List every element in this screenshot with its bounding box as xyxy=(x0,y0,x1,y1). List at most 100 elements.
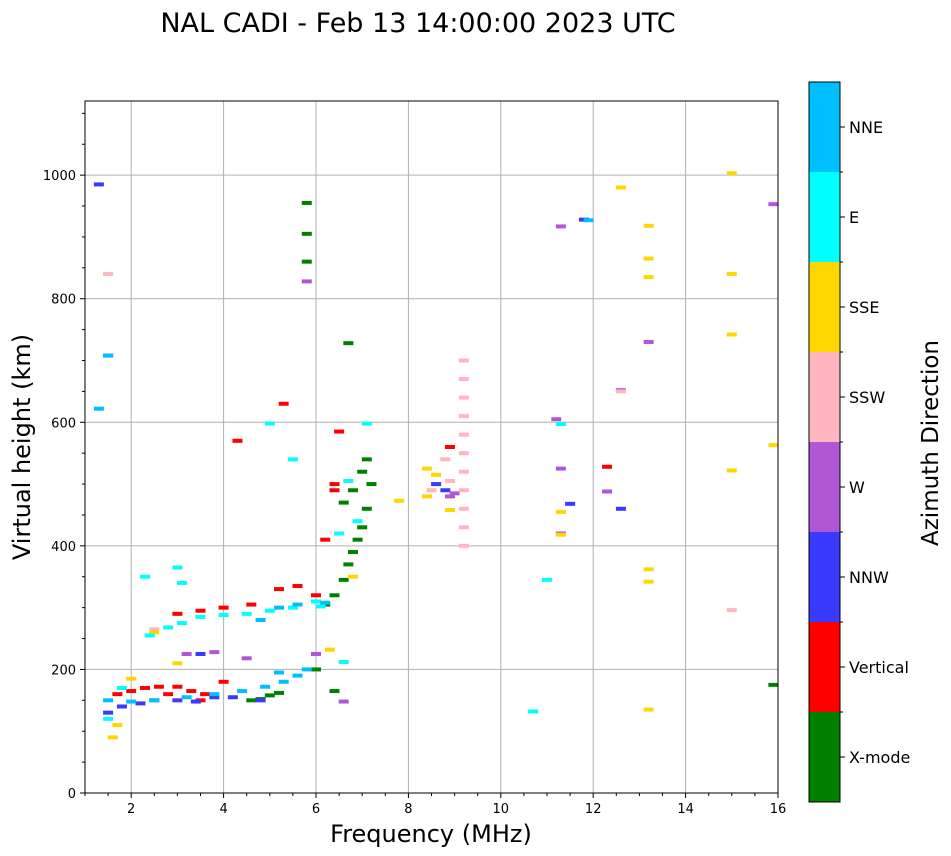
echo-point xyxy=(103,353,114,358)
echo-point xyxy=(542,577,552,582)
echo-point xyxy=(726,171,737,176)
echo-point xyxy=(218,605,229,610)
echo-point xyxy=(274,670,285,675)
colorbar-label-e: E xyxy=(849,208,859,227)
echo-point xyxy=(172,698,183,703)
echo-point xyxy=(334,531,345,536)
echo-point xyxy=(255,618,266,622)
echo-point xyxy=(135,701,146,706)
y-axis-ticks: 0 200 400 600 800 1000 xyxy=(43,112,85,802)
echo-point xyxy=(643,256,654,261)
y-tick-label: 600 xyxy=(51,416,76,431)
echo-point xyxy=(440,488,451,493)
echo-point xyxy=(343,478,354,483)
echo-point xyxy=(103,272,114,276)
echo-point xyxy=(237,689,248,694)
echo-point xyxy=(458,358,469,363)
echo-point xyxy=(643,223,654,228)
echo-point xyxy=(311,667,321,672)
echo-point xyxy=(209,650,220,655)
x-axis-ticks: 2 4 6 8 10 12 14 16 xyxy=(84,793,787,817)
echo-point xyxy=(126,676,137,681)
echo-point xyxy=(555,532,566,537)
echo-point xyxy=(643,579,654,584)
echo-point xyxy=(352,519,363,524)
echo-point xyxy=(643,707,654,712)
echo-point xyxy=(186,689,197,694)
echo-point xyxy=(343,562,354,567)
echo-point xyxy=(726,468,737,473)
echo-point xyxy=(643,275,654,280)
colorbar-label-vertical: Vertical xyxy=(849,658,909,677)
x-tick-label: 6 xyxy=(312,802,320,817)
echo-point xyxy=(287,457,298,462)
echo-point xyxy=(264,608,275,613)
echo-point xyxy=(329,482,340,487)
echo-point xyxy=(615,185,626,190)
echo-point xyxy=(163,692,174,697)
echo-point xyxy=(431,472,442,477)
echo-point xyxy=(421,494,432,499)
echo-point xyxy=(181,651,192,656)
echo-point xyxy=(347,574,358,579)
echo-point xyxy=(255,698,266,703)
colorbar-label-w: W xyxy=(849,478,865,497)
echo-point xyxy=(301,231,312,236)
x-tick-label: 12 xyxy=(585,802,602,817)
echo-point xyxy=(195,614,206,619)
echo-point xyxy=(602,464,613,469)
echo-point xyxy=(458,543,469,548)
echo-point xyxy=(195,608,206,613)
echo-point xyxy=(768,202,779,207)
echo-point xyxy=(338,660,349,665)
echo-point xyxy=(112,723,123,728)
colorbar: X-mode Vertical NNW W SSW SSE E NNE xyxy=(808,81,910,803)
echo-point xyxy=(140,685,151,690)
echo-point xyxy=(264,421,275,426)
echo-point xyxy=(324,647,335,652)
echo-point xyxy=(246,698,257,703)
echo-point xyxy=(555,224,566,229)
echo-point xyxy=(555,509,566,514)
echo-point xyxy=(172,611,183,616)
echo-point xyxy=(528,709,539,714)
echo-point xyxy=(172,684,183,689)
colorbar-segment xyxy=(809,622,840,712)
echo-point xyxy=(338,699,349,704)
echo-point xyxy=(343,341,354,346)
echo-point xyxy=(126,689,137,694)
echo-point xyxy=(177,621,188,626)
echo-point xyxy=(726,332,737,337)
echo-point xyxy=(218,679,229,684)
x-tick-label: 16 xyxy=(770,802,787,817)
echo-point xyxy=(260,684,271,689)
echo-point xyxy=(287,605,298,610)
colorbar-segment xyxy=(809,82,840,172)
echo-point xyxy=(329,689,340,694)
echo-point xyxy=(149,627,160,632)
echo-point xyxy=(116,704,127,709)
echo-point xyxy=(149,630,160,635)
echo-point xyxy=(602,489,613,494)
echo-point xyxy=(190,699,201,704)
colorbar-frame xyxy=(808,81,841,803)
echo-point xyxy=(726,608,737,613)
echo-point xyxy=(394,498,405,503)
y-tick-label: 1000 xyxy=(43,169,76,184)
echo-point xyxy=(643,339,654,344)
data-points xyxy=(93,171,779,740)
echo-point xyxy=(144,633,155,638)
echo-point xyxy=(292,584,303,589)
chart-title: NAL CADI - Feb 13 14:00:00 2023 UTC xyxy=(160,8,675,39)
grid-lines xyxy=(85,101,779,794)
echo-point xyxy=(444,494,455,499)
x-tick-label: 2 xyxy=(127,802,135,817)
echo-point xyxy=(278,679,289,684)
echo-point xyxy=(126,699,137,704)
echo-point xyxy=(195,651,206,656)
echo-point xyxy=(246,602,257,607)
x-tick-label: 4 xyxy=(219,802,227,817)
echo-point xyxy=(357,469,368,474)
echo-point xyxy=(264,693,275,698)
echo-point xyxy=(458,525,469,530)
